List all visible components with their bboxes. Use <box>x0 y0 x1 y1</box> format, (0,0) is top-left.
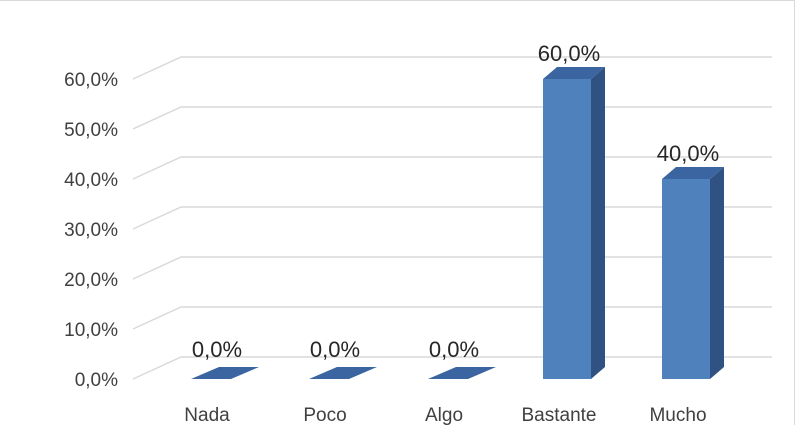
y-tick-label: 0,0% <box>75 370 118 391</box>
bar-front <box>662 179 710 379</box>
bar-flat <box>191 367 259 379</box>
x-category-label: Algo <box>425 405 463 426</box>
y-tick-label: 20,0% <box>64 270 118 291</box>
bar-side <box>710 167 724 379</box>
bar-flat <box>309 367 377 379</box>
y-tick-label: 50,0% <box>64 120 118 141</box>
x-category-label: Bastante <box>522 405 597 426</box>
x-category-label: Nada <box>184 405 230 426</box>
bar-side <box>591 67 605 379</box>
bar-top <box>543 67 605 79</box>
data-label: 40,0% <box>657 141 719 166</box>
gridline <box>132 56 772 80</box>
y-tick-label: 60,0% <box>64 70 118 91</box>
y-tick-label: 40,0% <box>64 170 118 191</box>
y-tick-label: 30,0% <box>64 220 118 241</box>
gridline <box>132 106 772 130</box>
data-label: 60,0% <box>538 41 600 66</box>
data-label: 0,0% <box>192 337 242 362</box>
bar-flat <box>428 367 496 379</box>
bar-top <box>662 167 724 179</box>
data-label: 0,0% <box>310 337 360 362</box>
y-tick-label: 10,0% <box>64 320 118 341</box>
bar-front <box>543 79 591 379</box>
x-category-label: Mucho <box>649 405 706 426</box>
x-category-label: Poco <box>303 405 346 426</box>
data-label: 0,0% <box>429 337 479 362</box>
